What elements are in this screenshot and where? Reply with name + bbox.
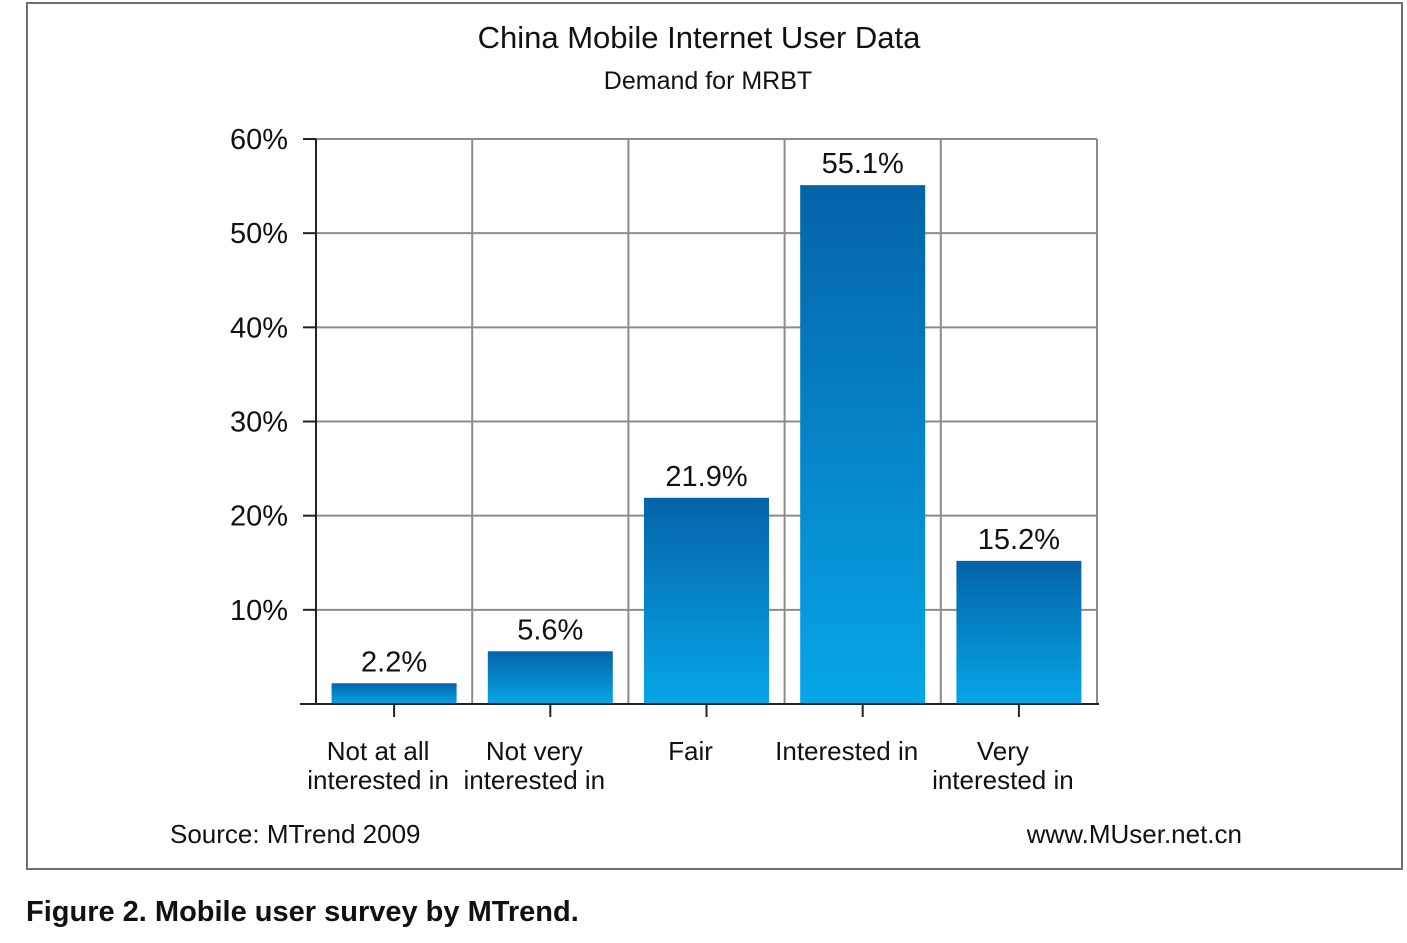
y-tick-label: 60% [230, 124, 288, 156]
x-tick-label: Very interested in [932, 736, 1074, 795]
x-tick-label: Fair [668, 736, 713, 766]
chart-subtitle: Demand for MRBT [604, 67, 812, 95]
data-label: 2.2% [361, 646, 427, 678]
data-label: 55.1% [822, 148, 904, 180]
x-tick-label: Not at all interested in [307, 736, 449, 795]
bar [487, 651, 613, 704]
chart-frame [26, 2, 1403, 870]
data-label: 21.9% [665, 461, 747, 493]
figure-caption: Figure 2. Mobile user survey by MTrend. [26, 896, 579, 928]
chart-title: China Mobile Internet User Data [478, 20, 922, 55]
y-tick-label: 30% [230, 407, 288, 439]
y-tick-label: 50% [230, 218, 288, 250]
data-label: 15.2% [978, 524, 1060, 556]
y-tick-label: 40% [230, 312, 288, 344]
bar [800, 185, 926, 704]
bar [644, 497, 769, 704]
bar [331, 683, 457, 704]
y-tick-label: 10% [230, 595, 288, 627]
x-tick-label: Interested in [775, 736, 918, 766]
bar [956, 560, 1082, 704]
x-tick-label: Not very interested in [463, 736, 605, 795]
y-tick-label: 20% [230, 501, 288, 533]
bars [331, 185, 1082, 704]
website-note: www.MUser.net.cn [1026, 819, 1242, 849]
data-label: 5.6% [517, 614, 583, 646]
source-note: Source: MTrend 2009 [170, 819, 421, 849]
axes [300, 138, 1099, 717]
labels: 10% 20% 30% 40% 50% 60% 2.2% Not at all interest… [230, 124, 1074, 795]
